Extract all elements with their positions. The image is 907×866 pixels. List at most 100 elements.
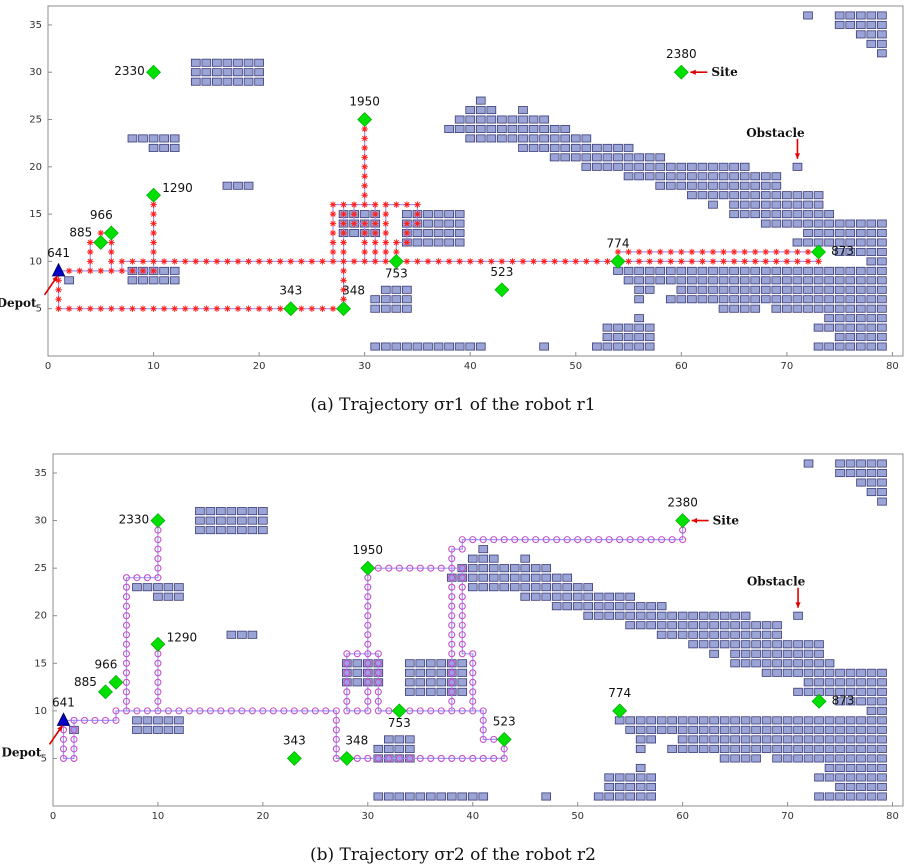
obstacle-cell xyxy=(423,342,433,351)
trajectory-marker xyxy=(562,258,569,265)
obstacle-cell xyxy=(709,735,719,744)
waypoint-marker xyxy=(357,112,373,127)
trajectory-marker xyxy=(122,621,131,629)
waypoint-label: 1290 xyxy=(162,181,193,195)
obstacle-cell xyxy=(634,342,644,351)
obstacle-cell xyxy=(132,716,142,725)
obstacle-cell xyxy=(866,304,877,313)
obstacle-cell xyxy=(708,276,718,285)
obstacle-cell xyxy=(835,735,845,744)
trajectory-marker xyxy=(741,258,748,265)
trajectory-marker xyxy=(364,650,372,658)
obstacle-cell xyxy=(391,295,402,304)
obstacle-cell xyxy=(646,725,656,734)
trajectory-marker xyxy=(458,754,466,762)
obstacle-cell xyxy=(877,792,887,801)
trajectory-marker xyxy=(139,267,147,275)
obstacle-cell xyxy=(709,649,719,658)
obstacle-cell xyxy=(380,342,391,351)
trajectory-marker xyxy=(469,650,477,658)
obstacle-cell xyxy=(394,735,405,744)
obstacle-cell xyxy=(655,162,666,171)
y-tick-label: 15 xyxy=(34,658,47,669)
obstacle-cell xyxy=(415,668,426,677)
obstacle-cell xyxy=(845,333,856,342)
trajectory-marker xyxy=(150,229,157,237)
obstacle-cell xyxy=(655,153,666,162)
obstacle-cell xyxy=(792,210,803,219)
obstacle-cell xyxy=(813,200,824,209)
trajectory-marker xyxy=(372,210,379,218)
trajectory-marker xyxy=(427,707,435,715)
trajectory-marker xyxy=(255,258,263,265)
obstacle-cell xyxy=(771,295,782,304)
obstacle-cell xyxy=(454,219,465,228)
y-tick-label: 35 xyxy=(29,20,42,31)
obstacle-cell xyxy=(760,285,771,294)
obstacle-cell xyxy=(718,276,729,285)
obstacle-cell xyxy=(373,744,384,753)
obstacle-cell xyxy=(142,725,153,734)
obstacle-cell xyxy=(877,266,887,275)
obstacle-cell xyxy=(792,238,803,247)
trajectory-marker xyxy=(364,621,372,629)
obstacle-cell xyxy=(655,172,666,181)
obstacle-cell xyxy=(866,678,877,687)
obstacle-cell xyxy=(761,659,772,668)
obstacle-cell xyxy=(153,592,163,601)
obstacle-cell xyxy=(845,323,856,332)
waypoint-label: 2380 xyxy=(666,47,697,61)
obstacle-cell xyxy=(866,668,877,677)
obstacle-cell xyxy=(433,238,444,247)
obstacle-cell xyxy=(541,573,552,582)
obstacle-cell xyxy=(824,314,834,323)
obstacle-cell xyxy=(634,314,644,323)
obstacle-cell xyxy=(212,77,222,86)
obstacle-cell xyxy=(415,659,426,668)
obstacle-cell xyxy=(824,285,834,294)
trajectory-marker xyxy=(437,754,445,762)
obstacle-cell xyxy=(751,725,761,734)
obstacle-cell xyxy=(457,668,468,677)
obstacle-cell xyxy=(761,725,772,734)
obstacle-cell xyxy=(708,266,718,275)
x-tick-label: 40 xyxy=(464,361,477,372)
obstacle-cell xyxy=(877,30,887,39)
obstacle-cell xyxy=(866,706,877,715)
trajectory-marker xyxy=(416,754,424,762)
trajectory-marker xyxy=(154,669,162,677)
trajectory-marker xyxy=(139,258,147,265)
obstacle-cell xyxy=(497,134,507,143)
obstacle-cell xyxy=(488,554,499,563)
obstacle-cell xyxy=(205,526,216,535)
obstacle-cell xyxy=(667,725,677,734)
obstacle-cell xyxy=(814,640,824,649)
obstacle-cell xyxy=(739,200,750,209)
obstacle-cell xyxy=(739,210,750,219)
obstacle-cell xyxy=(520,573,531,582)
trajectory-marker xyxy=(414,258,421,265)
obstacle-cell xyxy=(760,219,771,228)
obstacle-cell xyxy=(604,602,614,611)
obstacle-cell xyxy=(708,172,718,181)
obstacle-cell xyxy=(697,162,708,171)
obstacle-cell xyxy=(835,687,845,696)
obstacle-cell xyxy=(751,659,761,668)
trajectory-marker xyxy=(65,305,73,312)
obstacle-cell xyxy=(877,333,887,342)
trajectory-marker xyxy=(311,707,319,715)
obstacle-cell xyxy=(750,266,761,275)
obstacle-cell xyxy=(562,573,573,582)
trajectory-marker xyxy=(118,267,126,275)
obstacle-cell xyxy=(760,181,771,190)
obstacle-cell xyxy=(163,716,174,725)
trajectory-marker xyxy=(343,650,351,658)
obstacle-cell xyxy=(201,68,212,77)
obstacle-cell xyxy=(169,266,180,275)
obstacle-cell xyxy=(465,134,476,143)
trajectory-marker xyxy=(361,144,368,152)
obstacle-cell xyxy=(782,276,792,285)
trajectory-marker xyxy=(416,564,424,572)
trajectory-marker xyxy=(382,248,389,256)
obstacle-cell xyxy=(436,678,447,687)
